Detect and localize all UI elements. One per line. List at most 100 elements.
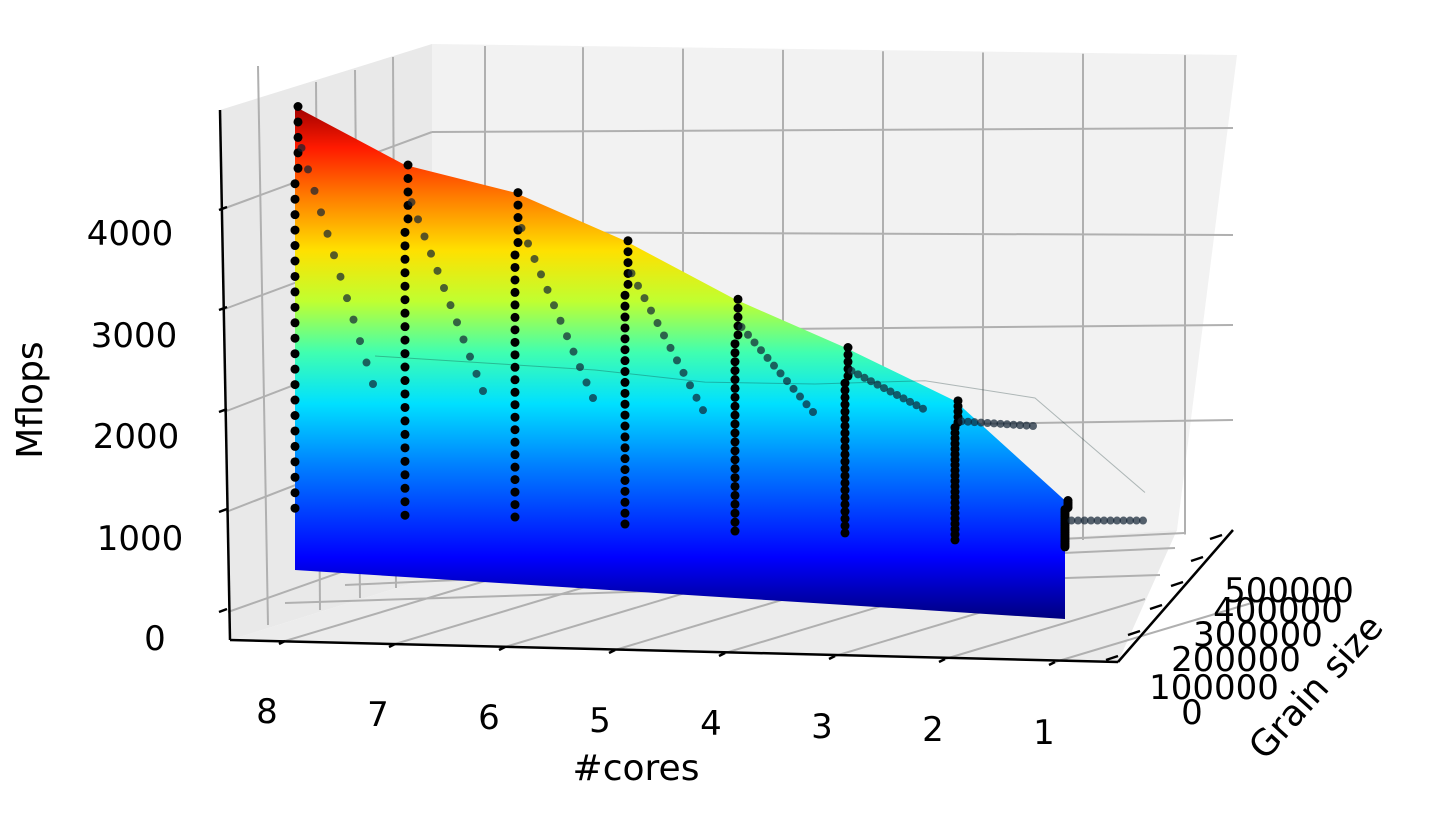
data-point	[362, 358, 371, 367]
data-point	[1074, 516, 1082, 525]
data-point	[510, 262, 520, 272]
z-tick-label: 3000	[91, 316, 178, 356]
data-point	[686, 381, 694, 390]
data-point	[556, 316, 565, 325]
x-tick-label: 7	[367, 695, 389, 735]
x-tick-label: 3	[811, 707, 833, 747]
data-point	[304, 165, 312, 174]
data-point	[737, 323, 746, 332]
data-point	[692, 393, 701, 402]
data-point	[873, 380, 882, 389]
data-point	[510, 425, 520, 435]
data-point	[400, 268, 410, 278]
data-point	[403, 173, 413, 183]
y-tick	[1149, 603, 1163, 611]
data-point	[563, 332, 571, 341]
data-point	[400, 443, 410, 453]
data-point	[840, 499, 850, 509]
data-point	[730, 392, 740, 402]
data-point	[744, 330, 752, 339]
data-point	[789, 384, 798, 393]
data-point	[400, 470, 410, 480]
data-point	[867, 377, 875, 386]
data-point	[414, 215, 422, 224]
data-point	[620, 432, 630, 442]
data-point	[840, 449, 850, 459]
data-point	[517, 224, 526, 233]
data-point	[1132, 516, 1141, 525]
data-point	[1022, 421, 1031, 430]
data-point	[840, 435, 850, 445]
data-point	[750, 338, 759, 347]
data-point	[620, 377, 630, 387]
data-point	[730, 437, 740, 447]
data-point	[323, 229, 332, 238]
data-point	[510, 437, 520, 447]
data-point	[510, 337, 520, 347]
data-point	[569, 347, 578, 356]
grid-line-left-v	[257, 65, 269, 626]
y-tick	[1105, 654, 1119, 662]
data-point	[1113, 516, 1121, 525]
data-point	[290, 318, 300, 328]
x-axis-label: #cores	[573, 748, 700, 789]
data-point	[343, 294, 351, 303]
data-point	[730, 499, 740, 509]
data-point	[400, 335, 410, 345]
data-point	[666, 343, 675, 352]
data-point	[860, 373, 869, 382]
data-point	[730, 464, 740, 474]
data-point	[510, 287, 520, 297]
data-point	[623, 279, 633, 289]
data-point	[847, 366, 856, 375]
data-point	[840, 457, 850, 467]
data-point	[550, 301, 558, 310]
data-point	[290, 179, 300, 189]
data-point	[1087, 516, 1095, 525]
data-point	[620, 443, 630, 453]
data-point	[356, 337, 364, 346]
data-point	[730, 410, 740, 420]
z-tick-label: 1000	[97, 519, 184, 559]
data-point	[290, 349, 300, 359]
data-point	[510, 387, 520, 397]
data-point	[1093, 516, 1102, 525]
data-point	[899, 394, 908, 403]
grid-line-floor	[944, 598, 1146, 660]
data-point	[1063, 496, 1073, 506]
data-point	[623, 258, 633, 268]
data-point	[620, 334, 630, 344]
data-point	[620, 312, 630, 322]
data-point	[620, 323, 630, 333]
data-point	[400, 254, 410, 264]
data-point	[840, 485, 850, 495]
data-point	[400, 389, 410, 399]
data-point	[1100, 516, 1108, 525]
data-point	[440, 284, 448, 292]
data-point	[400, 241, 410, 251]
data-point	[886, 387, 895, 396]
data-point	[730, 401, 740, 411]
y-tick	[1127, 629, 1141, 637]
data-point	[290, 364, 300, 374]
data-point	[400, 483, 410, 493]
data-point	[733, 303, 743, 313]
data-point	[290, 503, 300, 513]
data-point	[840, 507, 850, 517]
data-point	[783, 377, 791, 386]
y-tick-label: 400000	[1213, 591, 1343, 631]
data-point	[510, 487, 520, 497]
data-point	[293, 117, 303, 127]
data-point	[290, 488, 300, 498]
data-point	[730, 490, 740, 500]
data-point	[510, 450, 520, 460]
x-tick	[278, 639, 286, 646]
data-point	[840, 528, 850, 538]
x-tick	[1048, 660, 1056, 667]
data-point	[970, 418, 979, 427]
z-tick	[218, 305, 228, 312]
data-point	[1016, 421, 1024, 430]
data-point	[730, 419, 740, 429]
data-point	[840, 400, 850, 410]
